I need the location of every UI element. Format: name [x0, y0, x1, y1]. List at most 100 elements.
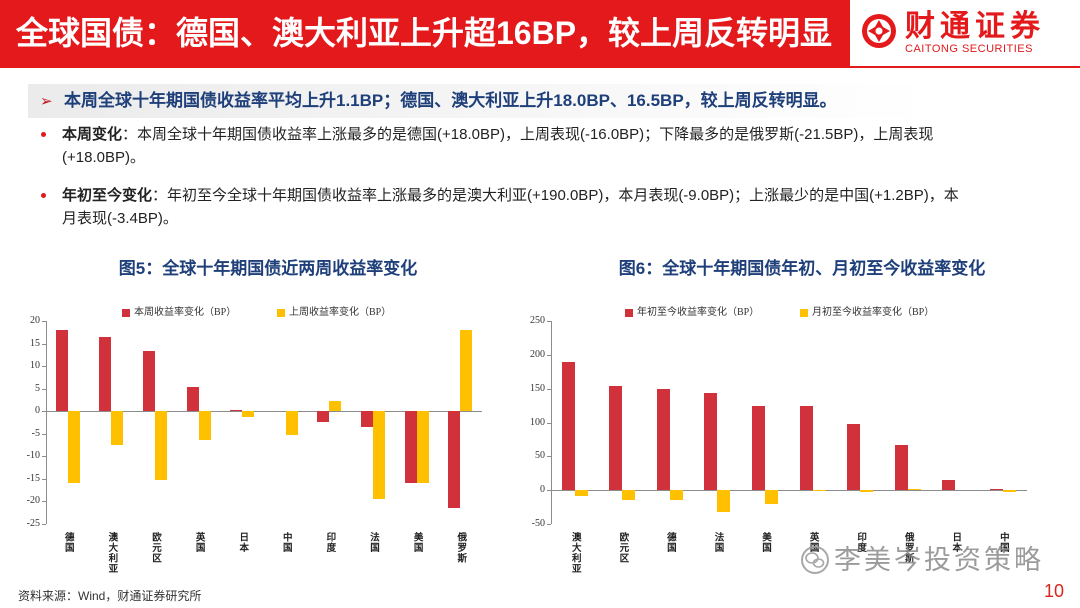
logo-wordmark-en: CAITONG SECURITIES [905, 43, 1033, 55]
bar-series-1 [989, 489, 1003, 491]
y-tick-mark [42, 411, 46, 413]
bar-series-1 [799, 406, 813, 491]
bar-series-1 [404, 411, 417, 484]
y-tick-mark [547, 524, 551, 525]
x-category-label: 俄罗斯 [902, 532, 913, 564]
legend-swatch [277, 309, 285, 317]
y-tick-mark [42, 478, 46, 480]
page-number: 10 [1044, 581, 1065, 601]
bar-series-1 [847, 423, 861, 491]
bar-series-1 [942, 480, 956, 491]
y-axis-line [551, 321, 552, 524]
y-tick-mark [547, 354, 551, 356]
bullet-dot-icon [41, 193, 46, 198]
bullet-text: 年初至今变化：年初至今全球十年期国债收益率上涨最多的是澳大利亚(+190.0BP… [62, 184, 970, 230]
y-tick-mark [42, 433, 46, 435]
bar-series-1 [99, 336, 112, 412]
x-category-label: 英国 [807, 532, 818, 553]
bar-series-2 [329, 401, 342, 412]
y-tick-mark [547, 388, 551, 390]
legend-swatch [625, 309, 633, 317]
y-tick-label: -20 [26, 495, 40, 507]
y-tick-mark [547, 422, 551, 424]
bar-series-2 [111, 411, 124, 446]
legend-label: 本周收益率变化（BP） [134, 307, 237, 318]
bullet-text: 本周变化：本周全球十年期国债收益率上涨最多的是德国(+18.0BP)，上周表现(… [62, 123, 970, 169]
y-tick-mark [42, 388, 46, 390]
bar-series-2 [416, 411, 429, 484]
header-divider [0, 66, 1080, 68]
y-tick-mark [42, 501, 46, 503]
caitong-logo-icon [862, 14, 896, 48]
y-axis-line [46, 321, 47, 524]
x-category-label: 俄罗斯 [455, 532, 466, 564]
bar-series-2 [765, 490, 779, 505]
bar-series-2 [860, 490, 874, 493]
y-tick-label: 150 [530, 382, 545, 394]
x-category-label: 美国 [760, 532, 771, 553]
bullet-label: 本周变化 [62, 126, 123, 143]
bar-series-2 [717, 490, 731, 513]
y-tick-label: 50 [535, 450, 545, 462]
bar-series-1 [609, 385, 623, 491]
bar-series-2 [285, 411, 298, 436]
bar-series-2 [67, 411, 80, 484]
chart-title-fig5: 图5：全球十年期国债近两周收益率变化 [118, 259, 418, 278]
y-tick-label: -10 [26, 450, 40, 462]
summary-band [28, 84, 928, 118]
bullet-ytd-change: 年初至今变化：年初至今全球十年期国债收益率上涨最多的是澳大利亚(+190.0BP… [40, 184, 970, 230]
legend-swatch [800, 309, 808, 317]
bar-series-2 [812, 490, 826, 491]
x-category-label: 中国 [997, 532, 1008, 553]
bullet-dot-icon [41, 132, 46, 137]
summary-text: 本周全球十年期国债收益率平均上升1.1BP；德国、澳大利亚上升18.0BP、16… [64, 91, 837, 110]
bar-series-2 [574, 490, 588, 497]
bar-chart-ytd: 250 200 150 100 50 0 -50 澳大利亚 欧元区 德国 法国 美国 英国 印度 俄罗斯 日本… [530, 295, 1080, 585]
x-category-label: 印度 [855, 532, 866, 553]
y-tick-label: 0 [540, 484, 545, 496]
legend-swatch [122, 309, 130, 317]
bar-series-2 [669, 490, 683, 500]
bar-series-2 [155, 411, 167, 481]
x-category-label: 德国 [62, 532, 73, 553]
legend-label: 上周收益率变化（BP） [289, 307, 392, 318]
y-tick-mark [42, 343, 46, 345]
x-category-label: 中国 [280, 532, 291, 553]
bar-series-2 [373, 411, 385, 500]
bar-series-2 [622, 490, 636, 500]
bar-series-2 [198, 411, 211, 440]
y-tick-mark [547, 490, 551, 492]
legend-label: 年初至今收益率变化（BP） [637, 307, 760, 318]
bullet-label: 年初至今变化 [62, 187, 153, 204]
bar-series-1 [361, 411, 373, 427]
bar-series-2 [907, 488, 921, 491]
y-tick-label: -15 [26, 472, 40, 484]
y-tick-mark [42, 524, 46, 525]
bar-series-1 [55, 330, 68, 412]
x-category-label: 印度 [324, 532, 335, 553]
bar-series-1 [704, 393, 718, 491]
x-category-label: 德国 [664, 532, 675, 553]
header-bar [0, 0, 850, 66]
y-tick-label: 10 [30, 360, 40, 372]
y-tick-label: -50 [531, 518, 545, 529]
wechat-icon [801, 546, 829, 574]
y-tick-label: 20 [30, 315, 40, 326]
y-tick-mark [547, 456, 551, 458]
chart-title-fig6: 图6：全球十年期国债年初、月初至今收益率变化 [618, 259, 986, 278]
y-tick-label: 15 [30, 337, 40, 349]
y-tick-mark [42, 456, 46, 458]
bar-series-1 [448, 411, 461, 509]
y-tick-mark [42, 321, 46, 322]
bar-series-1 [186, 387, 199, 412]
bullet-body: ：年初至今全球十年期国债收益率上涨最多的是澳大利亚(+190.0BP)，本月表现… [62, 187, 959, 227]
bar-series-1 [752, 405, 766, 491]
y-tick-label: 200 [530, 348, 545, 360]
page-title: 全球国债：德国、澳大利亚上升超16BP，较上周反转明显 [16, 15, 833, 51]
bar-series-1 [230, 409, 243, 412]
y-tick-label: 0 [35, 405, 40, 417]
x-category-label: 欧元区 [150, 532, 160, 564]
bullet-weekly-change: 本周变化：本周全球十年期国债收益率上涨最多的是德国(+18.0BP)，上周表现(… [40, 123, 970, 169]
x-category-label: 美国 [411, 532, 422, 553]
x-category-label: 澳大利亚 [106, 532, 117, 574]
